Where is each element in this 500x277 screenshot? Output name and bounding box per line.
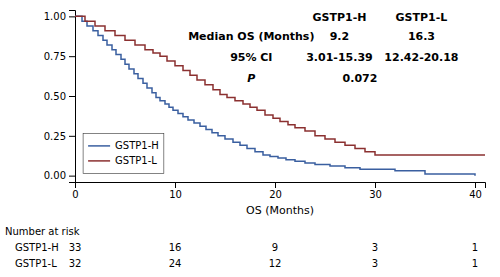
y-axis-tick-label: 1.00 xyxy=(44,11,66,22)
annotation: GSTP1-L xyxy=(396,11,448,24)
risk-table-value: 32 xyxy=(69,258,82,269)
x-axis: 0 10 20 30 40 xyxy=(72,182,485,200)
x-axis-tick-mark xyxy=(375,182,376,188)
legend-label: GSTP1-H xyxy=(115,140,159,151)
x-axis-tick-label: 40 xyxy=(469,189,482,200)
annotation: 9.2 xyxy=(330,30,350,43)
risk-table-label: GSTP1-H xyxy=(15,242,59,253)
risk-table-title: Number at risk xyxy=(5,226,80,237)
risk-table-value: 9 xyxy=(272,242,278,253)
y-axis-tick: 0.75 xyxy=(44,51,75,62)
chart: 0 10 20 30 40 0.00 0.25 0.50 0.75 1.00 OS (Months)… xyxy=(0,0,500,277)
legend-label: GSTP1-L xyxy=(115,155,157,166)
x-axis-tick: 10 xyxy=(169,182,182,200)
x-axis-tick: 20 xyxy=(269,182,282,200)
y-axis-line xyxy=(69,11,76,183)
x-axis-tick: 30 xyxy=(369,182,382,200)
y-axis-tick-mark xyxy=(69,56,75,57)
annotation: 12.42-20.18 xyxy=(384,51,458,64)
risk-table-label: GSTP1-L xyxy=(15,258,57,269)
x-axis-tick: 0 xyxy=(72,182,78,200)
risk-table-value: 33 xyxy=(69,242,82,253)
annotation: 0.072 xyxy=(343,72,378,85)
y-axis-tick-label: 0.25 xyxy=(44,131,66,142)
annotation: 95% CI xyxy=(230,51,272,64)
risk-table-value: 1 xyxy=(472,242,478,253)
annotation: Median OS (Months) xyxy=(188,30,314,43)
x-axis-line xyxy=(76,183,486,189)
risk-table-value: 16 xyxy=(169,242,182,253)
y-axis-tick-mark xyxy=(69,176,75,177)
x-axis-title: OS (Months) xyxy=(246,204,314,217)
x-axis-tick-label: 30 xyxy=(369,189,382,200)
risk-table-value: 1 xyxy=(472,258,478,269)
x-axis-tick-mark xyxy=(475,182,476,188)
legend-swatch xyxy=(88,145,110,147)
annotation: 3.01-15.39 xyxy=(306,51,373,64)
risk-table-value: 24 xyxy=(169,258,182,269)
y-axis: 0.00 0.25 0.50 0.75 1.00 xyxy=(44,11,76,183)
y-axis-tick: 1.00 xyxy=(44,11,75,22)
x-axis-tick: 40 xyxy=(469,182,482,200)
annotation: GSTP1-H xyxy=(312,11,366,24)
risk-table-value: 3 xyxy=(372,242,378,253)
y-axis-tick-label: 0.00 xyxy=(44,170,66,181)
annotations: GSTP1-H GSTP1-L Median OS (Months) 9.2 16.3 9… xyxy=(188,11,458,85)
annotation: 16.3 xyxy=(408,30,435,43)
x-axis-tick-mark xyxy=(175,182,176,188)
risk-table-value: 12 xyxy=(269,258,282,269)
legend-frame xyxy=(83,133,164,173)
y-axis-tick-mark xyxy=(69,16,75,17)
y-axis-tick-label: 0.50 xyxy=(44,91,66,102)
legend: GSTP1-H GSTP1-L xyxy=(83,133,164,173)
legend-swatch xyxy=(88,160,110,162)
y-axis-tick-mark xyxy=(69,96,75,97)
plot: 0 10 20 30 40 0.00 0.25 0.50 0.75 1.00 OS (Months)… xyxy=(44,11,486,218)
y-axis-tick-mark xyxy=(69,136,75,137)
x-axis-tick-label: 0 xyxy=(72,189,78,200)
x-axis-tick-mark xyxy=(275,182,276,188)
y-axis-tick: 0.00 xyxy=(44,170,75,181)
y-axis-tick-label: 0.75 xyxy=(44,51,66,62)
annotation: P xyxy=(247,72,255,85)
x-axis-tick-label: 10 xyxy=(169,189,182,200)
risk-table: Number at risk GSTP1-H 33 16 9 3 1 GSTP1-L 32 24 1… xyxy=(5,226,478,269)
y-axis-tick: 0.50 xyxy=(44,91,75,102)
y-axis-tick: 0.25 xyxy=(44,131,75,142)
x-axis-tick-label: 20 xyxy=(269,189,282,200)
lines xyxy=(75,16,485,175)
risk-table-value: 3 xyxy=(372,258,378,269)
